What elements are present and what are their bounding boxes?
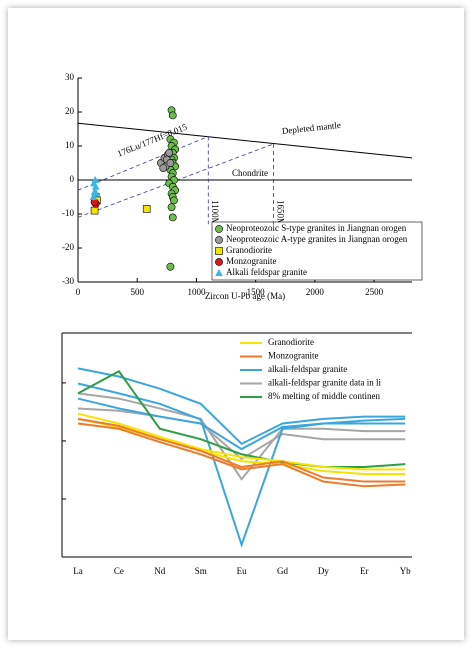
y-tick-label: -10	[62, 208, 74, 218]
series-line	[77, 422, 406, 488]
marker	[166, 159, 175, 167]
marker	[215, 247, 223, 255]
reference-label: 176Lu/177Hf=0.015	[116, 121, 189, 158]
legend-label: Granodiorite	[226, 245, 272, 255]
marker	[142, 205, 151, 213]
legend-label: Monzogranite	[268, 351, 318, 361]
legend-label: Neoproteozoic A-type granites in Jiangna…	[226, 234, 408, 244]
reference-label: Depleted mantle	[281, 120, 341, 136]
legend-label: alkali-feldspar granite	[268, 364, 347, 374]
series-line	[77, 370, 406, 469]
marker	[215, 236, 223, 244]
x-tick-label: Sm	[195, 566, 207, 576]
marker	[215, 269, 223, 276]
reference-label: 1650Ma	[275, 200, 285, 230]
legend-label: Granodiorite	[268, 337, 314, 347]
x-tick-label: 2500	[365, 287, 384, 297]
ree-chart: La Ce Nd Sm Eu Gd Dy Er Yb Granodiorite Monzograni…	[61, 332, 412, 576]
x-tick-label: 1500	[247, 287, 266, 297]
x-tick-label: Ce	[114, 566, 124, 576]
x-tick-label: Gd	[277, 566, 288, 576]
marker	[168, 213, 177, 222]
reference-line	[78, 122, 412, 159]
x-tick-label: 1000	[187, 287, 206, 297]
marker	[166, 262, 175, 271]
y-tick-label: -20	[62, 242, 74, 252]
marker	[92, 189, 101, 197]
series-line	[77, 367, 406, 446]
series-line	[77, 407, 406, 461]
x-tick-label: Dy	[318, 566, 329, 576]
legend-label: 8% melting of middle continen	[268, 391, 380, 401]
x-tick-label: Yb	[400, 566, 411, 576]
marker	[91, 176, 99, 183]
legend-box	[211, 221, 423, 281]
x-tick-label: 2000	[306, 287, 325, 297]
x-tick-label: Nd	[154, 566, 165, 576]
reference-line	[78, 136, 209, 191]
x-tick-label: 500	[130, 287, 144, 297]
ree-plot	[77, 367, 406, 548]
series-line	[77, 392, 406, 481]
y-tick-label: 30	[65, 72, 75, 82]
x-axis-label: Zircon U-Pb age (Ma)	[205, 291, 285, 301]
marker	[167, 203, 176, 212]
hf-chart: -30 -20 -10 0 10 20 30 0 500 1000 1500 2000 2500 Zirc…	[62, 72, 423, 301]
marker	[90, 206, 99, 215]
hf-plot	[78, 106, 412, 271]
marker	[168, 111, 177, 120]
series-line	[77, 397, 406, 451]
legend-label: Monzogranite	[226, 256, 276, 266]
legend-label: Alkali feldspar granite	[226, 267, 307, 277]
series-line	[77, 412, 406, 471]
x-tick-label: 0	[76, 287, 81, 297]
marker	[215, 258, 223, 266]
series-line	[77, 417, 406, 483]
y-tick-label: -30	[62, 276, 74, 286]
y-tick-label: 0	[70, 174, 75, 184]
page	[8, 8, 464, 640]
marker	[159, 164, 168, 172]
marker	[170, 196, 178, 205]
legend-label: Neoproteozoic S-type granites in Jiangna…	[226, 223, 407, 233]
series-line	[77, 382, 406, 548]
marker	[215, 225, 223, 233]
y-tick-label: 10	[65, 140, 75, 150]
reference-label: 1100Ma	[210, 200, 220, 230]
legend-label: alkali-feldspar granite data in li	[268, 378, 381, 388]
reference-label: Chondrite	[232, 168, 268, 178]
x-tick-label: Eu	[237, 566, 247, 576]
marker	[165, 148, 174, 157]
x-tick-label: La	[73, 566, 83, 576]
x-tick-label: Er	[360, 566, 369, 576]
y-tick-label: 20	[65, 106, 75, 116]
